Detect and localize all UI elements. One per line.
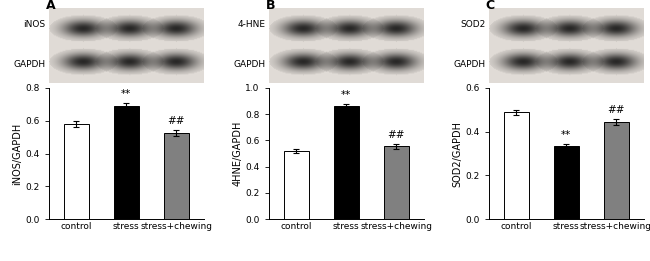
Bar [504,112,528,219]
Text: iNOS: iNOS [23,20,46,29]
Text: SOD2: SOD2 [460,20,486,29]
Text: C: C [486,0,495,12]
Bar [114,106,138,219]
Text: **: ** [121,89,131,99]
Y-axis label: iNOS/GAPDH: iNOS/GAPDH [12,122,23,185]
Y-axis label: 4HNE/GAPDH: 4HNE/GAPDH [233,121,242,186]
Bar [333,106,359,219]
Text: 4-HNE: 4-HNE [238,20,266,29]
Text: A: A [46,0,55,12]
Text: ##: ## [168,116,185,126]
Bar [604,122,629,219]
Text: **: ** [341,91,351,100]
Text: ##: ## [387,130,405,140]
Bar [554,146,578,219]
Text: GAPDH: GAPDH [233,60,266,69]
Text: GAPDH: GAPDH [14,60,46,69]
Bar [164,133,188,219]
Bar [283,151,309,219]
Bar [64,124,88,219]
Y-axis label: SOD2/GAPDH: SOD2/GAPDH [452,121,462,187]
Bar [384,146,409,219]
Text: GAPDH: GAPDH [454,60,486,69]
Text: B: B [266,0,275,12]
Text: ##: ## [607,105,625,115]
Text: **: ** [561,130,571,140]
